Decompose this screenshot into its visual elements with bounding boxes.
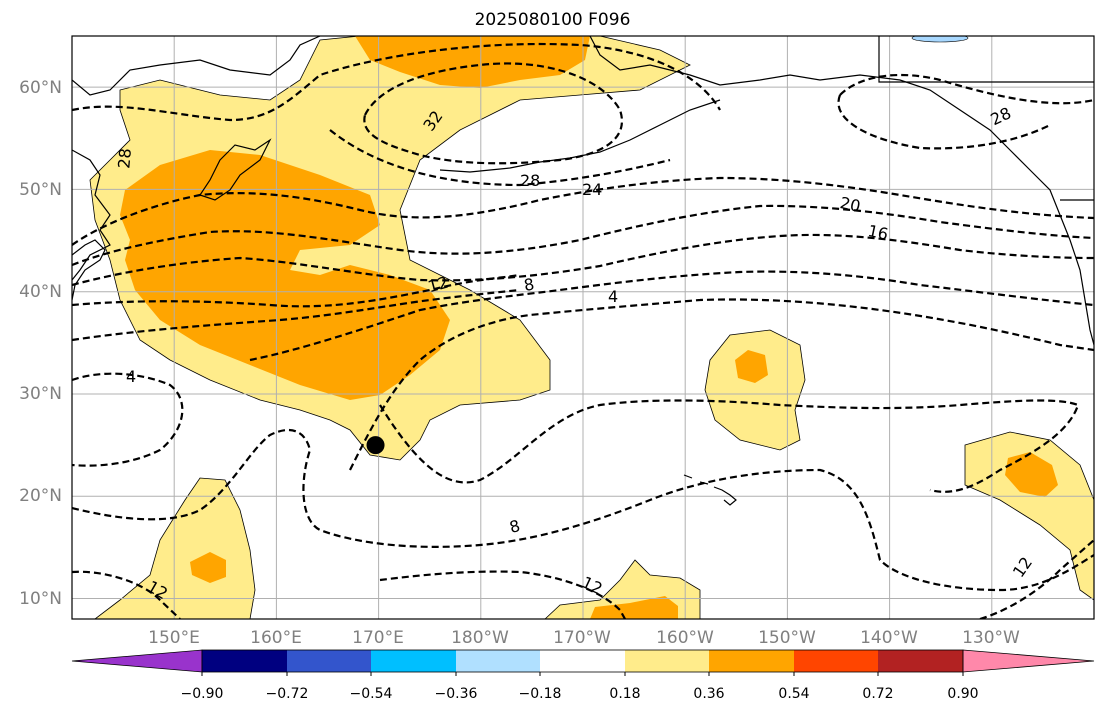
anomaly-fill-orange xyxy=(120,36,1058,619)
contour-label: 24 xyxy=(582,180,602,199)
lon-label: 150°W xyxy=(758,628,816,648)
lon-axis-labels: 150°E 160°E 170°E 180°W 170°W 160°W 150°… xyxy=(148,628,1020,648)
contour-label: 12 xyxy=(426,273,451,297)
colorbar-tick-label: 0.18 xyxy=(609,686,640,702)
contours xyxy=(72,42,1094,619)
lat-label: 60°N xyxy=(19,78,62,98)
colorbar-segment xyxy=(540,650,625,672)
east-pacific-blob xyxy=(964,431,1094,601)
lon-label: 170°W xyxy=(553,628,611,648)
colorbar-segment xyxy=(878,650,963,672)
contour-4-central xyxy=(379,399,1080,493)
lat-label: 50°N xyxy=(19,180,62,200)
colorbar-segment xyxy=(794,650,878,672)
contour-label: 8 xyxy=(522,274,535,294)
colorbar-segment xyxy=(625,650,709,672)
aleutian-islands xyxy=(439,99,721,173)
colorbar-extend-low xyxy=(71,649,203,673)
contour-12 xyxy=(72,270,1094,362)
contour-8 xyxy=(72,288,1094,471)
colorbar-segment xyxy=(202,650,287,672)
coastlines xyxy=(72,36,1094,506)
lat-label: 40°N xyxy=(19,282,62,302)
lat-label: 30°N xyxy=(19,384,62,404)
contour-24 xyxy=(72,176,1094,246)
lon-label: 150°E xyxy=(148,628,200,648)
alaska-coast xyxy=(589,36,1094,346)
lon-label: 130°W xyxy=(962,628,1020,648)
west-orange-core xyxy=(120,150,450,400)
location-marker xyxy=(366,436,385,455)
south-central-orange-core xyxy=(590,596,678,619)
colorbar-tick-label: 0.90 xyxy=(947,686,978,702)
contour-label: 4 xyxy=(608,287,618,306)
japan-coast xyxy=(72,239,106,301)
contour-8-south xyxy=(72,428,1094,592)
colorbar-tick-label: −0.54 xyxy=(350,686,393,702)
colorbar-tick-label: 0.72 xyxy=(862,686,893,702)
north-orange-core xyxy=(355,36,590,88)
lon-label: 180°W xyxy=(451,628,509,648)
lon-label: 160°W xyxy=(656,628,714,648)
colorbar-extend-high xyxy=(962,649,1095,673)
colorbar-tick-label: 0.54 xyxy=(778,686,809,702)
colorbar-tick-label: −0.18 xyxy=(519,686,562,702)
colorbar xyxy=(71,649,1095,676)
contour-label: 4 xyxy=(126,367,136,386)
colorbar-outline xyxy=(201,649,964,673)
lon-label: 170°E xyxy=(352,628,404,648)
colorbar-tick-label: −0.72 xyxy=(266,686,309,702)
east-orange-core xyxy=(1005,452,1058,497)
contour-label: 28 xyxy=(520,171,540,190)
south-west-blob xyxy=(94,477,256,619)
south-west-orange-core xyxy=(190,552,226,583)
colorbar-labels: −0.90 −0.72 −0.54 −0.36 −0.18 0.18 0.36 … xyxy=(181,686,979,702)
borders xyxy=(878,36,1094,201)
lon-label: 140°W xyxy=(860,628,918,648)
lat-axis-labels: 60°N 50°N 40°N 30°N 20°N 10°N xyxy=(19,78,62,609)
lat-label: 10°N xyxy=(19,589,62,609)
contour-20 xyxy=(72,204,1094,267)
colorbar-segment xyxy=(287,650,371,672)
contour-label: 28 xyxy=(114,147,135,169)
colorbar-tick-label: 0.36 xyxy=(693,686,724,702)
lon-label: 160°E xyxy=(250,628,302,648)
lake xyxy=(911,36,969,43)
map-title: 2025080100 F096 xyxy=(474,10,631,30)
contour-label: 16 xyxy=(866,221,890,244)
central-pacific-blob xyxy=(704,329,806,451)
contour-label: 20 xyxy=(838,193,862,216)
map-frame xyxy=(71,35,1095,620)
contour-4-west xyxy=(72,372,184,467)
colorbar-segment xyxy=(371,650,456,672)
colorbar-tick-label: −0.36 xyxy=(435,686,478,702)
gridlines xyxy=(72,36,1094,619)
lat-label: 20°N xyxy=(19,486,62,506)
colorbar-segment xyxy=(709,650,794,672)
contour-16 xyxy=(72,233,1094,287)
contour-label: 8 xyxy=(507,516,522,537)
colorbar-segment xyxy=(456,650,540,672)
central-orange-core xyxy=(735,350,768,383)
asia-coast xyxy=(72,36,321,281)
contour-28-north xyxy=(72,42,1094,187)
colorbar-tick-label: −0.90 xyxy=(181,686,224,702)
contour-32 xyxy=(363,62,623,165)
contour-12-south xyxy=(72,539,1094,619)
alaska-canada-border xyxy=(878,36,1094,83)
kamchatka-coast xyxy=(199,138,272,201)
